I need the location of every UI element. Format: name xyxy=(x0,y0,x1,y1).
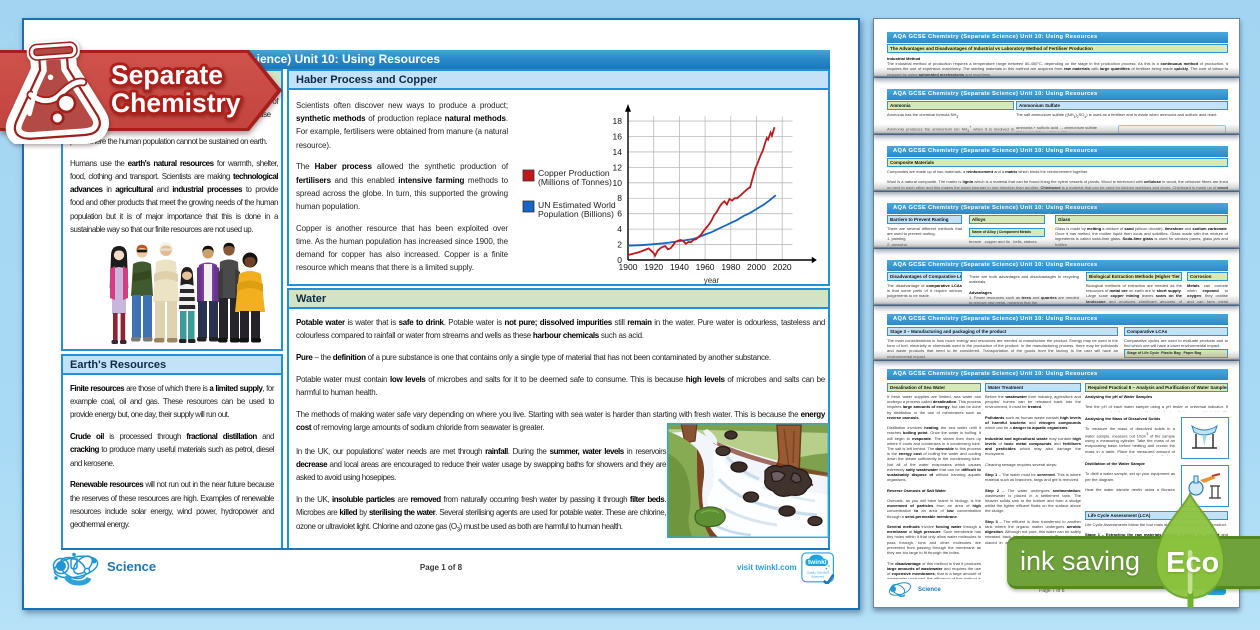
svg-text:UN Estimated World: UN Estimated World xyxy=(538,200,616,210)
svg-text:1960: 1960 xyxy=(696,262,715,272)
svg-text:twinkl: twinkl xyxy=(808,559,827,566)
svg-text:2: 2 xyxy=(617,240,622,250)
svg-text:10: 10 xyxy=(613,178,623,188)
svg-text:Approved: Approved xyxy=(811,574,824,578)
svg-text:14: 14 xyxy=(613,147,623,157)
svg-text:year: year xyxy=(704,276,720,285)
svg-text:0: 0 xyxy=(617,255,622,265)
svg-text:1900: 1900 xyxy=(619,262,638,272)
svg-text:2000: 2000 xyxy=(747,262,766,272)
svg-text:Chemistry: Chemistry xyxy=(111,88,241,118)
svg-text:4: 4 xyxy=(617,224,622,234)
svg-text:6: 6 xyxy=(617,209,622,219)
svg-text:1920: 1920 xyxy=(644,262,663,272)
svg-text:Population (Billions): Population (Billions) xyxy=(538,209,614,219)
svg-text:1940: 1940 xyxy=(670,262,689,272)
svg-text:Copper Production: Copper Production xyxy=(538,168,610,178)
svg-text:2020: 2020 xyxy=(773,262,792,272)
svg-text:18: 18 xyxy=(613,116,623,126)
svg-text:12: 12 xyxy=(613,162,623,172)
svg-text:1980: 1980 xyxy=(721,262,740,272)
svg-text:Quality Standard: Quality Standard xyxy=(807,570,829,574)
svg-text:8: 8 xyxy=(617,193,622,203)
svg-text:Separate: Separate xyxy=(111,60,223,90)
svg-text:(Millions of Tonnes): (Millions of Tonnes) xyxy=(538,177,612,187)
svg-text:16: 16 xyxy=(613,131,623,141)
